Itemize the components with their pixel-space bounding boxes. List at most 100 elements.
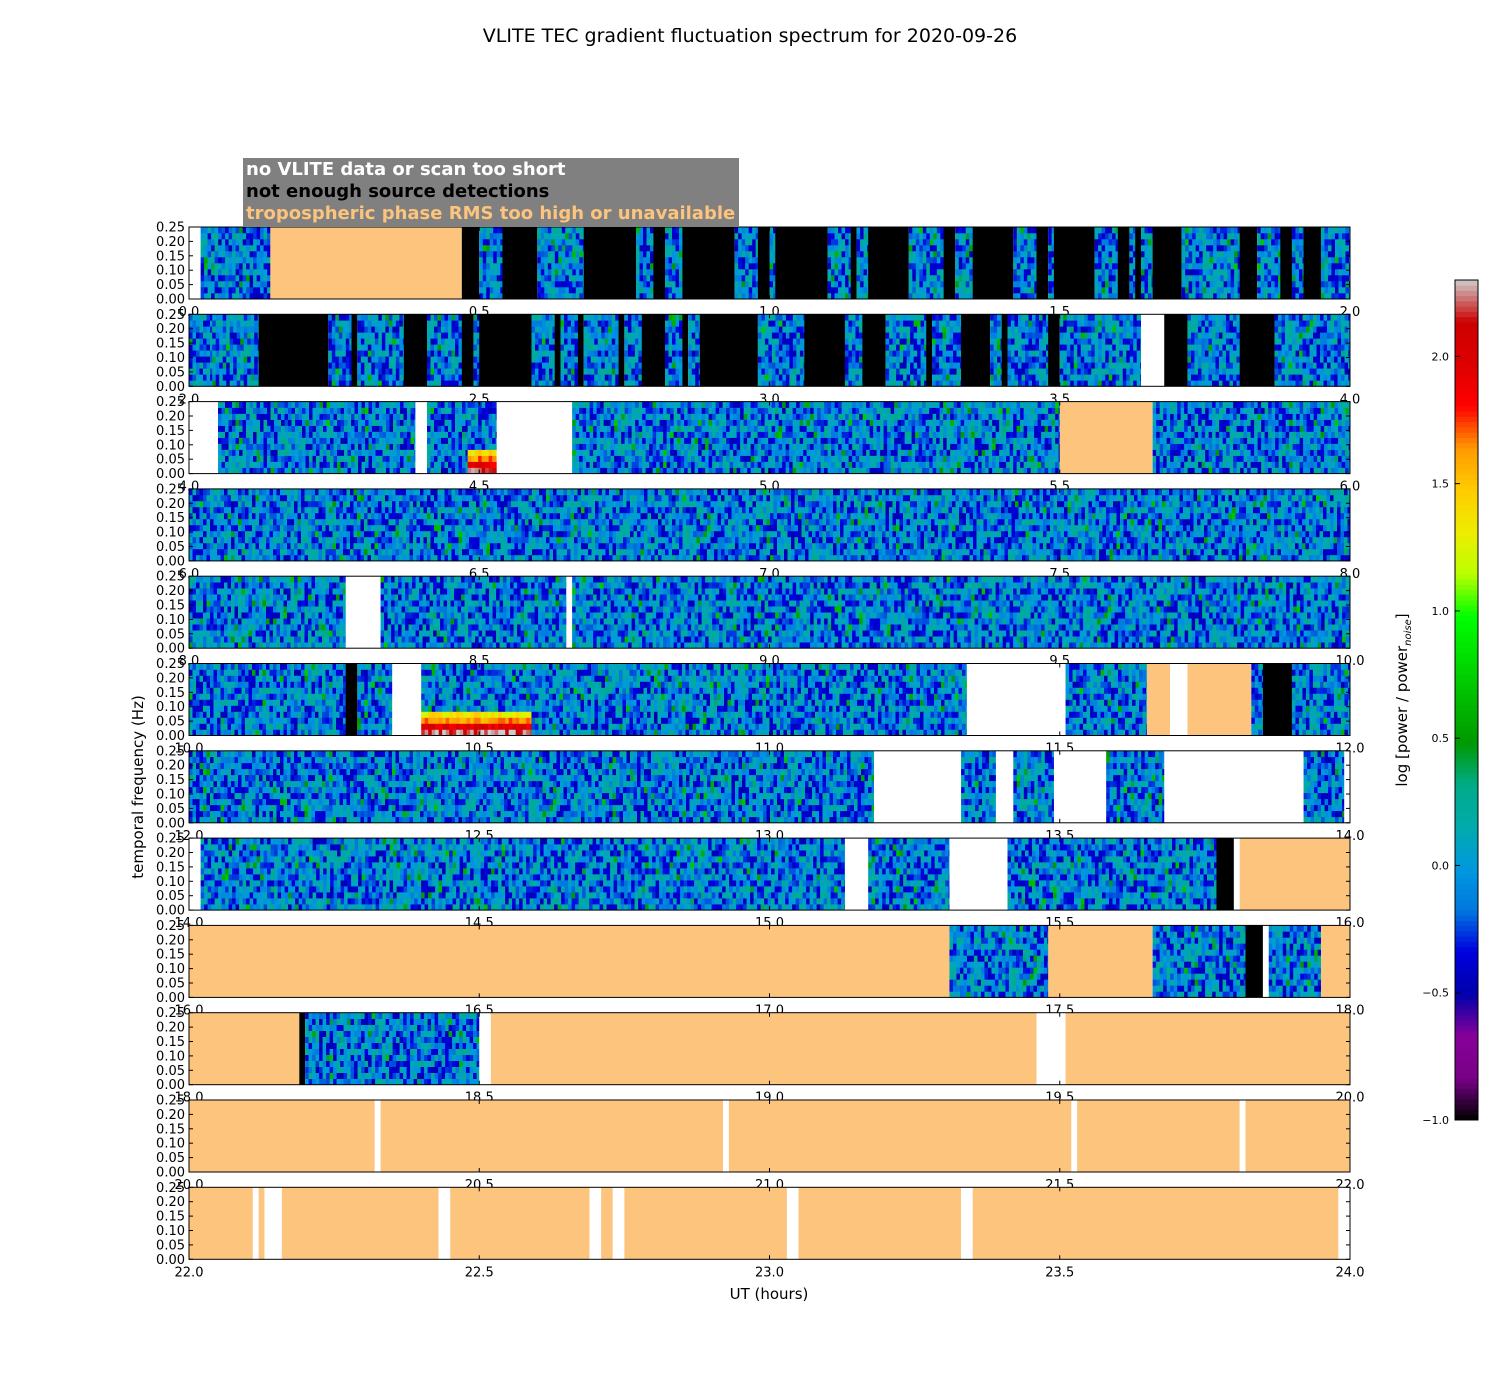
spectrum-cell (831, 257, 835, 264)
spectrum-cell (679, 245, 683, 252)
spectrum-cell (863, 269, 868, 276)
spectrum-cell (1257, 257, 1262, 264)
spectrum-cell (771, 362, 776, 369)
spectrum-cell (1080, 380, 1085, 387)
spectrum-cell (1021, 314, 1026, 321)
spectrum-cell (212, 344, 217, 351)
spectrum-cell (1136, 314, 1141, 321)
spectrum-cell (1220, 287, 1225, 294)
spectrum-cell (579, 245, 584, 252)
spectrum-cell (1108, 320, 1113, 327)
spectrum-cell (1337, 320, 1342, 327)
spectrum-cell (953, 332, 957, 339)
segment-nodet (682, 314, 689, 387)
spectrum-cell (1190, 326, 1195, 333)
spectrum-cell (910, 338, 914, 345)
spectrum-cell (949, 374, 954, 381)
spectrum-cell (444, 320, 449, 327)
spectrum-cell (956, 356, 961, 363)
spectrum-cell (597, 350, 602, 357)
spectrum-cell (203, 380, 207, 387)
spectrum-cell (298, 455, 303, 462)
spectrum-cell (1098, 245, 1102, 252)
spectrum-cell (942, 332, 947, 339)
spectrum-cell (451, 320, 456, 327)
spectrum-cell (243, 326, 248, 333)
spectrum-cell (748, 245, 753, 252)
spectrum-cell (358, 461, 362, 468)
spectrum-cell (768, 338, 773, 345)
spectrum-cell (933, 275, 938, 282)
spectrum-cell (1011, 380, 1015, 387)
spectrum-cell (1230, 239, 1235, 246)
spectrum-cell (1066, 356, 1071, 363)
spectrum-cell (1046, 368, 1049, 375)
spectrum-cell (221, 455, 226, 462)
spectrum-cell (844, 374, 849, 381)
spectrum-cell (1105, 245, 1109, 252)
spectrum-cell (1046, 344, 1049, 351)
spectrum-cell (889, 320, 893, 327)
spectrum-cell (1295, 380, 1300, 387)
spectrum-cell (403, 443, 408, 450)
spectrum-cell (232, 227, 237, 234)
spectrum-cell (538, 374, 543, 381)
spectrum-cell (1011, 332, 1015, 339)
spectrum-cell (1084, 332, 1089, 339)
spectrum-cell (1337, 356, 1342, 363)
spectrum-cell (940, 251, 945, 258)
spectrum-cell (734, 263, 739, 270)
spectrum-cell (458, 350, 463, 357)
spectrum-cell (761, 356, 766, 363)
spectrum-cell (225, 275, 230, 282)
spectrum-cell (243, 314, 248, 321)
spectrum-cell (583, 344, 588, 351)
spectrum-cell (1141, 245, 1145, 252)
spectrum-cell (388, 326, 393, 333)
spectrum-cell (1291, 281, 1296, 288)
spectrum-cell (364, 356, 369, 363)
spectrum-cell (1042, 338, 1047, 345)
spectrum-cell (1101, 263, 1106, 270)
spectrum-cell (561, 287, 566, 294)
spectrum-cell (1327, 245, 1332, 252)
spectrum-cell (1192, 245, 1197, 252)
spectrum-cell (734, 233, 739, 240)
spectrum-cell (344, 437, 348, 444)
spectrum-cell (860, 263, 864, 270)
spectrum-cell (541, 314, 546, 321)
spectrum-cell (246, 425, 250, 432)
spectrum-cell (340, 425, 345, 432)
spectrum-cell (867, 245, 869, 252)
spectrum-cell (997, 344, 1001, 351)
spectrum-cell (579, 263, 584, 270)
spectrum-cell (752, 287, 757, 294)
spectrum-cell (942, 320, 947, 327)
spectrum-cell (675, 314, 680, 321)
spectrum-cell (212, 350, 217, 357)
spectrum-cell (316, 425, 320, 432)
spectrum-cell (335, 326, 340, 333)
spectrum-cell (1218, 380, 1223, 387)
spectrum-cell (1187, 368, 1192, 375)
spectrum-cell (254, 320, 259, 327)
spectrum-cell (831, 227, 835, 234)
spectrum-cell (393, 449, 397, 456)
spectrum-cell (1197, 350, 1202, 357)
spectrum-cell (360, 356, 365, 363)
spectrum-cell (473, 380, 478, 387)
spectrum-cell (189, 320, 193, 327)
spectrum-cell (560, 338, 565, 345)
spectrum-cell (386, 413, 390, 420)
spectrum-cell (395, 380, 400, 387)
spectrum-cell (912, 245, 917, 252)
spectrum-cell (962, 257, 967, 264)
spectrum-cell (221, 251, 226, 258)
y-tick-label: 0.05 (156, 365, 185, 380)
spectrum-cell (392, 362, 397, 369)
spectrum-cell (738, 263, 743, 270)
spectrum-cell (302, 461, 306, 468)
spectrum-cell (1063, 320, 1068, 327)
spectrum-cell (597, 326, 602, 333)
spectrum-cell (1227, 233, 1232, 240)
